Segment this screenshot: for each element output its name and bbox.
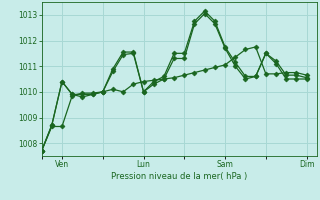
X-axis label: Pression niveau de la mer( hPa ): Pression niveau de la mer( hPa )	[111, 172, 247, 181]
